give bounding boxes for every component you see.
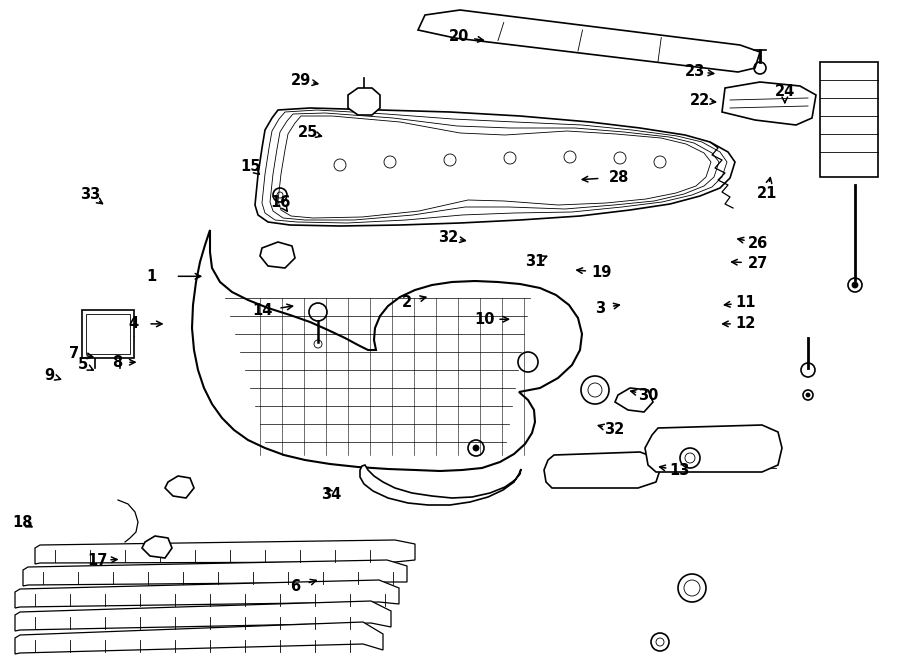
Polygon shape <box>255 108 735 226</box>
Bar <box>82 310 134 358</box>
Text: 8: 8 <box>112 355 122 369</box>
Polygon shape <box>23 560 407 586</box>
Text: 21: 21 <box>757 186 777 200</box>
Text: 3: 3 <box>595 301 606 316</box>
Text: 31: 31 <box>526 254 545 268</box>
Text: 14: 14 <box>253 303 273 318</box>
Text: 9: 9 <box>44 368 55 383</box>
Text: 17: 17 <box>87 553 107 568</box>
Polygon shape <box>15 601 391 631</box>
Polygon shape <box>165 476 194 498</box>
Polygon shape <box>192 230 582 471</box>
Text: 7: 7 <box>68 346 79 361</box>
Text: 12: 12 <box>735 317 755 331</box>
Text: 34: 34 <box>321 487 341 502</box>
Text: 5: 5 <box>77 358 88 372</box>
Text: 32: 32 <box>604 422 624 437</box>
Circle shape <box>473 445 479 451</box>
Text: 27: 27 <box>748 256 768 270</box>
Polygon shape <box>360 465 521 505</box>
Polygon shape <box>348 88 380 115</box>
Polygon shape <box>15 622 383 654</box>
Bar <box>820 62 878 177</box>
Text: 1: 1 <box>146 269 157 284</box>
Text: 23: 23 <box>685 64 705 79</box>
Polygon shape <box>35 540 415 564</box>
Text: 25: 25 <box>298 125 318 139</box>
Text: 10: 10 <box>474 312 494 327</box>
Text: 19: 19 <box>591 265 611 280</box>
Polygon shape <box>722 82 816 125</box>
Text: 29: 29 <box>292 73 311 88</box>
Text: 6: 6 <box>290 580 301 594</box>
Circle shape <box>806 393 810 397</box>
Text: 22: 22 <box>690 93 710 108</box>
Text: 30: 30 <box>638 388 658 403</box>
Polygon shape <box>615 388 653 412</box>
Text: 33: 33 <box>80 188 100 202</box>
Polygon shape <box>142 536 172 558</box>
Circle shape <box>852 282 858 288</box>
Polygon shape <box>645 425 782 472</box>
Text: 16: 16 <box>271 195 291 210</box>
Text: 2: 2 <box>401 295 412 309</box>
Text: 32: 32 <box>438 231 458 245</box>
Text: 4: 4 <box>128 317 139 331</box>
Text: 24: 24 <box>775 84 795 98</box>
Text: 20: 20 <box>449 29 469 44</box>
Polygon shape <box>544 452 660 488</box>
Bar <box>86 314 130 354</box>
Polygon shape <box>418 10 760 72</box>
Polygon shape <box>260 242 295 268</box>
Text: 11: 11 <box>735 295 755 310</box>
Text: 26: 26 <box>748 236 768 251</box>
Polygon shape <box>15 580 399 608</box>
Text: 13: 13 <box>670 463 689 478</box>
Text: 28: 28 <box>609 170 629 184</box>
Text: 18: 18 <box>13 515 32 529</box>
Text: 15: 15 <box>240 159 260 174</box>
